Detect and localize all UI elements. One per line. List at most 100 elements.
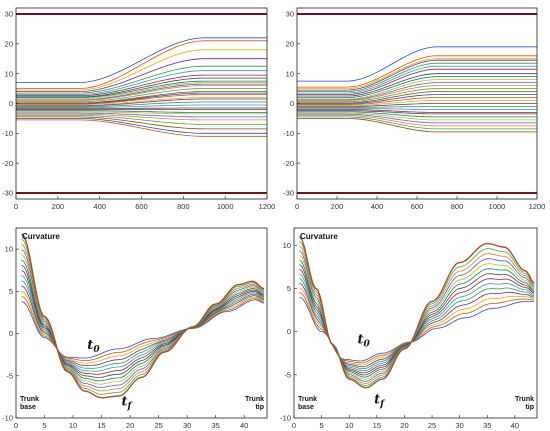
curvature-line <box>299 245 535 384</box>
x-tick-label: 30 <box>456 421 464 430</box>
chart-bottom-left: 0 5 10 15 20 25 30 35 40 -10 -5 0 5 10 Curvature Trunk b… <box>2 227 268 430</box>
curvature-line <box>21 264 265 379</box>
curvature-line <box>299 264 535 376</box>
trajectory-line <box>297 88 537 103</box>
trajectory-line <box>16 40 267 89</box>
y-tick-label: 0 <box>290 99 294 108</box>
x-tick-label: 25 <box>428 421 436 430</box>
x-tick-label: 40 <box>240 421 248 430</box>
x-tick-label: 10 <box>345 421 353 430</box>
y-tick-label: -10 <box>2 414 13 423</box>
x-tick-label: 800 <box>451 202 464 211</box>
trajectory-line <box>16 97 267 106</box>
curvature-line <box>299 259 535 378</box>
trajectory-line <box>297 118 537 133</box>
y-tick-label: -20 <box>2 159 13 168</box>
trajectory-line <box>297 113 537 124</box>
trajectory-line <box>16 83 267 101</box>
y-tick-label: -30 <box>2 189 13 198</box>
x-tick-label: 1200 <box>259 202 276 211</box>
y-tick-label: 10 <box>5 245 13 254</box>
curvature-line <box>21 275 265 372</box>
curvature-line <box>21 249 265 388</box>
y-tick-label: 10 <box>5 69 13 78</box>
y-tick-label: -10 <box>280 414 291 423</box>
x-tick-label: 5 <box>320 421 324 430</box>
trajectory-line <box>16 104 267 109</box>
curvature-line <box>299 273 535 372</box>
trunk-tip-label: Trunk tip <box>515 396 534 411</box>
curvature-line <box>21 254 265 385</box>
x-tick-label: 0 <box>295 202 299 211</box>
curvature-line <box>21 295 265 362</box>
y-tick-label: -5 <box>6 371 13 380</box>
trajectory-line <box>297 115 537 127</box>
trajectory-line <box>297 73 537 97</box>
curvature-line <box>21 238 265 395</box>
trajectory-line <box>297 97 537 106</box>
trajectory-line <box>297 103 537 107</box>
trajectory-line <box>297 82 537 101</box>
x-tick-label: 25 <box>154 421 162 430</box>
trajectory-line <box>297 109 537 113</box>
trajectory-line <box>16 82 267 100</box>
curvature-line <box>21 285 265 366</box>
x-tick-label: 35 <box>211 421 219 430</box>
trajectory-line <box>16 116 267 130</box>
curvature-line <box>299 278 535 370</box>
x-tick-label: 35 <box>483 421 491 430</box>
y-tick-label: -30 <box>283 189 294 198</box>
y-tick-label: -10 <box>2 129 13 138</box>
chart-top-left: 0 200 400 600 800 1000 1200 -30 -20 -10 0 10 20 30 <box>2 7 276 211</box>
trajectory-line <box>297 94 537 105</box>
tf-label: tf <box>122 394 134 411</box>
y-tick-label: 10 <box>286 69 294 78</box>
x-tick-label: 600 <box>411 202 424 211</box>
x-tick-label: 400 <box>93 202 106 211</box>
y-tick-label: 0 <box>287 327 291 336</box>
trunk-base-label: Trunk base <box>20 396 39 411</box>
trajectory-line <box>16 110 267 113</box>
curvature-line <box>299 287 535 366</box>
x-tick-label: 20 <box>126 421 134 430</box>
trajectory-line <box>16 74 267 97</box>
trajectory-line <box>16 101 267 108</box>
tf-label: tf <box>374 392 386 409</box>
trajectory-line <box>16 94 267 105</box>
trajectory-line <box>16 91 267 104</box>
trajectory-line <box>16 92 267 104</box>
trunk-tip-label: Trunk tip <box>245 396 264 411</box>
curvature-line <box>299 282 535 368</box>
x-tick-label: 10 <box>69 421 77 430</box>
trajectory-line <box>16 107 267 109</box>
x-tick-label: 0 <box>14 421 18 430</box>
trajectory-line <box>297 107 537 110</box>
trajectory-line <box>16 49 267 91</box>
plot-area <box>16 12 267 195</box>
axes-frame <box>293 227 538 419</box>
y-tick-label: 20 <box>5 39 13 48</box>
curvature-line <box>299 254 535 380</box>
x-tick-label: 0 <box>292 421 296 430</box>
curvature-line <box>299 268 535 374</box>
curvature-line <box>21 299 265 359</box>
trajectory-line <box>297 110 537 115</box>
trajectory-line <box>16 113 267 121</box>
trajectory-line <box>16 88 267 103</box>
x-tick-label: 1000 <box>217 202 234 211</box>
trajectory-line <box>16 112 267 118</box>
y-tick-label: 0 <box>9 329 13 338</box>
trajectory-line <box>297 91 537 104</box>
x-tick-label: 5 <box>42 421 46 430</box>
trajectory-line <box>16 111 267 115</box>
x-tick-label: 800 <box>177 202 190 211</box>
trajectory-line <box>16 85 267 101</box>
y-tick-label: 20 <box>286 39 294 48</box>
x-tick-label: 15 <box>97 421 105 430</box>
curvature-line <box>21 290 265 364</box>
curvature-title: Curvature <box>22 232 60 241</box>
x-tick-label: 15 <box>373 421 381 430</box>
trunk-base-label: Trunk base <box>298 396 317 411</box>
x-tick-label: 20 <box>400 421 408 430</box>
plot-area <box>21 233 265 399</box>
